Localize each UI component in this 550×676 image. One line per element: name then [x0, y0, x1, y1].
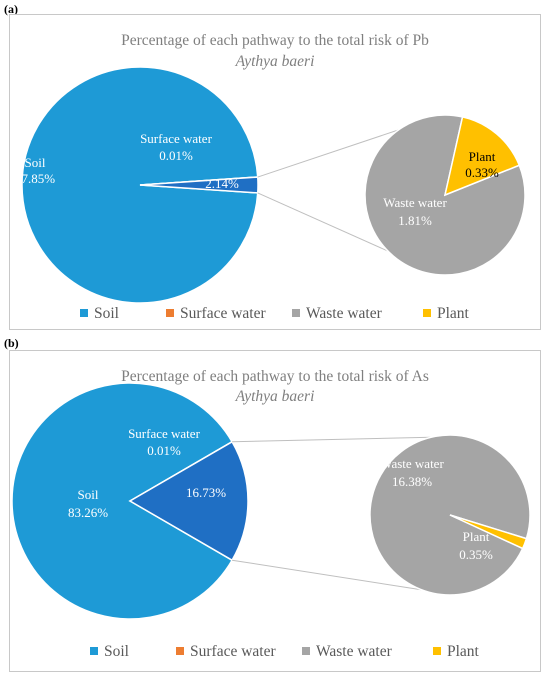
chart-title: Percentage of each pathway to the total … — [121, 368, 429, 385]
legend-swatch-soil — [90, 647, 98, 655]
chart-subtitle: Aythya baeri — [235, 388, 315, 405]
secondary-pie-slice-plant — [443, 116, 521, 197]
data-label-surface-water-name: Surface water — [128, 426, 200, 441]
data-label-soil-value: 97.85% — [15, 171, 55, 186]
chart-pb-svg: Percentage of each pathway to the total … — [15, 32, 526, 322]
secondary-label-plant-value: 0.33% — [465, 165, 499, 180]
chart-subtitle: Aythya baeri — [235, 53, 315, 70]
secondary-label-waste-water-value: 16.38% — [392, 474, 432, 489]
data-label-surface-water-value: 0.01% — [147, 443, 181, 458]
legend-label-surface-water: Surface water — [190, 643, 276, 660]
legend-label-plant: Plant — [437, 305, 470, 322]
secondary-label-waste-water-name: Waste water — [380, 456, 444, 471]
panel-label-a: (a) — [4, 2, 18, 16]
legend-swatch-waste-water — [302, 647, 310, 655]
panel-label-b: (b) — [4, 336, 19, 350]
chart-title: Percentage of each pathway to the total … — [121, 32, 429, 49]
connector-line-top — [232, 436, 443, 443]
data-label-surface-water-name: Surface water — [140, 131, 212, 146]
legend-swatch-surface-water — [176, 647, 184, 655]
legend-swatch-plant — [433, 647, 441, 655]
data-label-soil-name: Soil — [25, 155, 46, 170]
data-label-surface-water-value: 0.01% — [159, 148, 193, 163]
chart-as-svg: Percentage of each pathway to the total … — [11, 368, 531, 660]
connector-line-bottom — [231, 559, 443, 594]
secondary-label-plant-name: Plant — [469, 149, 496, 164]
pie-slice-other — [128, 440, 249, 562]
secondary-label-plant-value: 0.35% — [459, 547, 493, 562]
legend-swatch-plant — [423, 309, 431, 317]
pie-slice-other — [139, 176, 259, 194]
legend-label-waste-water: Waste water — [316, 643, 393, 660]
secondary-label-waste-water-name: Waste water — [383, 195, 447, 210]
legend-label-soil: Soil — [94, 305, 119, 322]
data-label-other-value: 2.14% — [205, 176, 239, 191]
legend-swatch-soil — [80, 309, 88, 317]
data-label-other-value: 16.73% — [186, 485, 226, 500]
legend-label-plant: Plant — [447, 643, 480, 660]
secondary-label-plant-name: Plant — [463, 529, 490, 544]
pie-slice-soil — [21, 66, 259, 304]
secondary-pie-slice-plant — [449, 514, 528, 550]
chart-pb: Percentage of each pathway to the total … — [9, 14, 541, 330]
secondary-label-waste-water-value: 1.81% — [398, 213, 432, 228]
legend-label-waste-water: Waste water — [306, 305, 383, 322]
legend-label-surface-water: Surface water — [180, 305, 266, 322]
data-label-soil-name: Soil — [78, 487, 99, 502]
pie-slice-soil — [11, 382, 234, 620]
chart-as: Percentage of each pathway to the total … — [9, 350, 541, 672]
data-label-soil-value: 83.26% — [68, 505, 108, 520]
legend-swatch-waste-water — [292, 309, 300, 317]
legend-swatch-surface-water — [166, 309, 174, 317]
legend-label-soil: Soil — [104, 643, 129, 660]
